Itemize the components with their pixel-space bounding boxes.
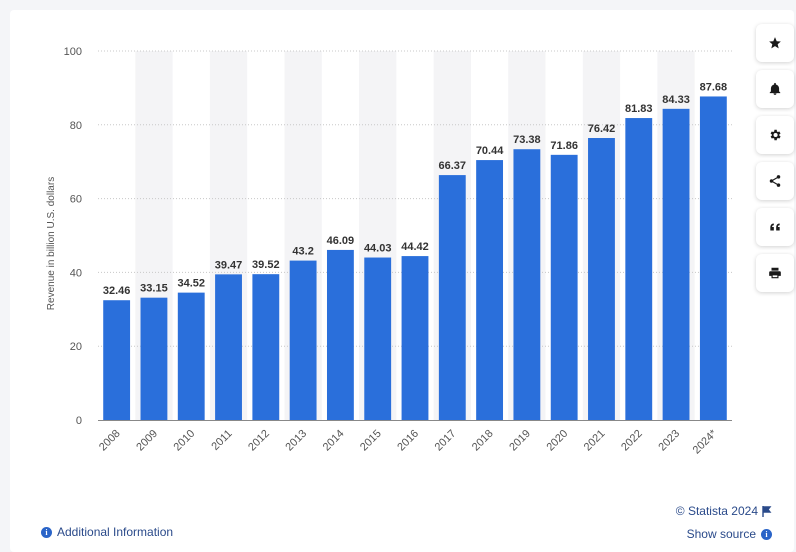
print-button[interactable] [756, 254, 794, 292]
y-tick-label: 60 [70, 194, 82, 206]
x-tick-label: 2013 [283, 428, 309, 454]
show-source-link[interactable]: Show source i [687, 527, 772, 541]
y-axis-title: Revenue in billion U.S. dollars [46, 177, 57, 310]
additional-information-label: Additional Information [57, 525, 174, 539]
notification-button[interactable] [756, 70, 794, 108]
x-tick-label: 2008 [97, 428, 123, 454]
bar [177, 292, 205, 420]
x-tick-label: 2011 [209, 428, 234, 453]
bar [550, 154, 578, 420]
x-tick-label: 2009 [134, 428, 160, 454]
x-tick-label: 2021 [582, 428, 608, 454]
y-tick-label: 100 [64, 46, 82, 58]
y-tick-label: 0 [76, 415, 82, 427]
data-label: 46.09 [327, 235, 355, 247]
data-label: 87.68 [700, 81, 728, 93]
bar-chart: 0 20 40 60 80 100 32.46 2008 33.15 2009 34.52 2010 3… [46, 46, 732, 456]
settings-button[interactable] [756, 116, 794, 154]
x-tick-label: 2017 [433, 428, 459, 454]
favorite-button[interactable] [756, 24, 794, 62]
bar [326, 249, 354, 420]
data-label: 39.52 [252, 259, 280, 271]
x-tick-label: 2016 [395, 428, 421, 454]
bar [662, 108, 690, 421]
cite-button[interactable] [756, 208, 794, 246]
bar [625, 118, 653, 420]
x-tick-label: 2014 [321, 428, 347, 454]
data-label: 73.38 [513, 134, 541, 146]
info-icon: i [41, 526, 52, 538]
data-label: 76.42 [588, 123, 616, 135]
x-tick-label: 2023 [656, 428, 682, 454]
bar [588, 138, 615, 420]
share-icon [769, 175, 781, 187]
bar [438, 175, 466, 420]
bell-icon [769, 82, 781, 95]
bar [513, 149, 541, 421]
data-label: 66.37 [439, 160, 467, 172]
y-tick-label: 20 [70, 341, 82, 353]
data-label: 32.46 [103, 285, 131, 297]
x-tick-label: 2020 [544, 428, 570, 454]
data-label: 33.15 [140, 283, 168, 295]
data-label: 44.03 [364, 243, 392, 255]
gear-icon [770, 129, 781, 141]
bar [401, 256, 429, 420]
y-tick-label: 40 [70, 267, 82, 279]
data-label: 34.52 [177, 278, 205, 290]
x-tick-label: 2018 [470, 428, 496, 454]
data-label: 84.33 [662, 94, 690, 106]
bar [476, 160, 504, 420]
bar [252, 274, 280, 420]
x-tick-label: 2010 [172, 428, 198, 454]
x-tick-label: 2022 [619, 428, 645, 454]
data-label: 81.83 [625, 103, 653, 115]
data-label: 39.47 [215, 259, 243, 271]
statista-credit[interactable]: © Statista 2024 [676, 504, 772, 518]
bar [215, 274, 242, 420]
x-tick-label: 2019 [507, 428, 533, 454]
data-label: 70.44 [476, 145, 504, 157]
y-tick-label: 80 [70, 120, 82, 132]
chart-card: 0 20 40 60 80 100 32.46 2008 33.15 2009 34.52 2010 3… [10, 10, 794, 552]
bar [289, 260, 317, 420]
star-icon [769, 37, 781, 49]
credit-text: © Statista 2024 [675, 504, 758, 518]
data-label: 43.2 [292, 246, 313, 258]
x-tick-label: 2015 [358, 428, 384, 454]
show-source-label: Show source [686, 527, 756, 541]
x-tick-label: 2024* [691, 427, 720, 456]
quote-icon [770, 223, 780, 231]
flag-icon [762, 505, 772, 517]
share-button[interactable] [756, 162, 794, 200]
bar [140, 297, 168, 420]
x-tick-label: 2012 [246, 428, 272, 454]
info-icon: i [761, 528, 772, 540]
bar [364, 257, 392, 420]
print-icon [769, 267, 781, 279]
data-label: 44.42 [401, 241, 429, 253]
additional-information-link[interactable]: i Additional Information [41, 525, 173, 539]
bar [103, 300, 131, 420]
data-label: 71.86 [550, 140, 578, 152]
bar [699, 96, 727, 420]
